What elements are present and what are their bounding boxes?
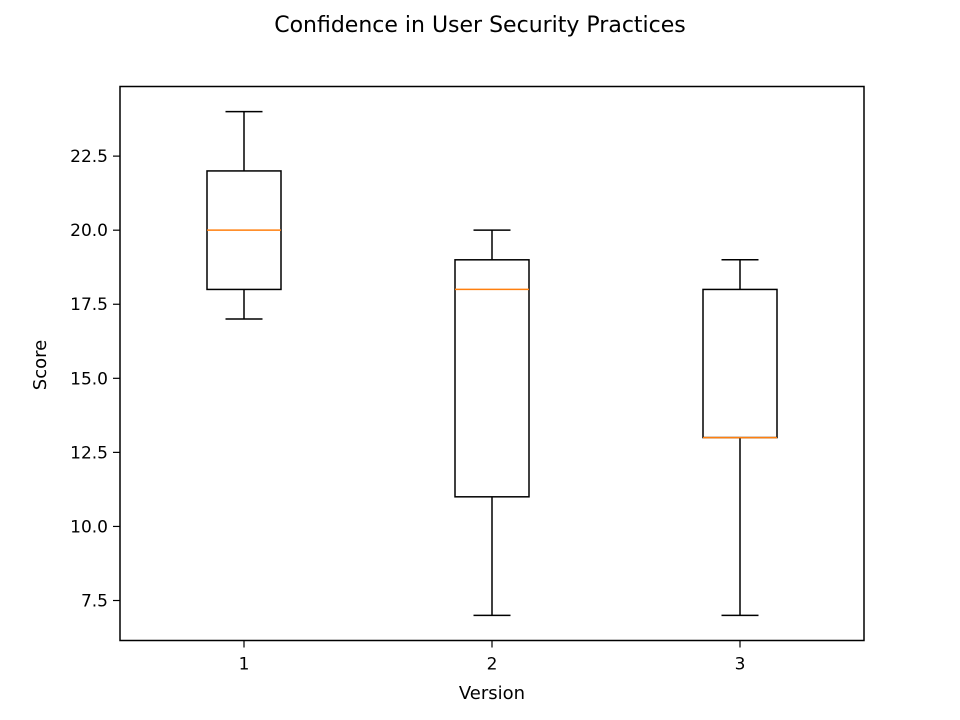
x-tick-label: 2 bbox=[487, 655, 498, 675]
y-tick-label: 12.5 bbox=[70, 443, 108, 463]
y-axis-label: Score bbox=[30, 340, 51, 390]
x-axis-label: Version bbox=[459, 683, 525, 704]
iqr-box bbox=[454, 259, 530, 498]
box-1 bbox=[206, 110, 282, 320]
y-tick-label: 22.5 bbox=[70, 147, 108, 167]
y-tick-label: 15.0 bbox=[70, 369, 108, 389]
plot-area bbox=[206, 110, 778, 617]
x-tick-label: 3 bbox=[735, 655, 746, 675]
y-tick-label: 20.0 bbox=[70, 221, 108, 241]
x-tick-label: 1 bbox=[239, 655, 250, 675]
box-3 bbox=[702, 259, 778, 617]
y-tick-label: 7.5 bbox=[81, 592, 108, 612]
y-axis: 7.5 10.0 12.5 15.0 17.5 20.0 22.5 bbox=[70, 147, 120, 612]
chart-title: Confidence in User Security Practices bbox=[274, 13, 686, 38]
box-2 bbox=[454, 229, 530, 617]
x-axis: 1 2 3 bbox=[239, 640, 746, 675]
y-tick-label: 10.0 bbox=[70, 517, 108, 537]
y-tick-label: 17.5 bbox=[70, 295, 108, 315]
iqr-box bbox=[702, 288, 778, 439]
